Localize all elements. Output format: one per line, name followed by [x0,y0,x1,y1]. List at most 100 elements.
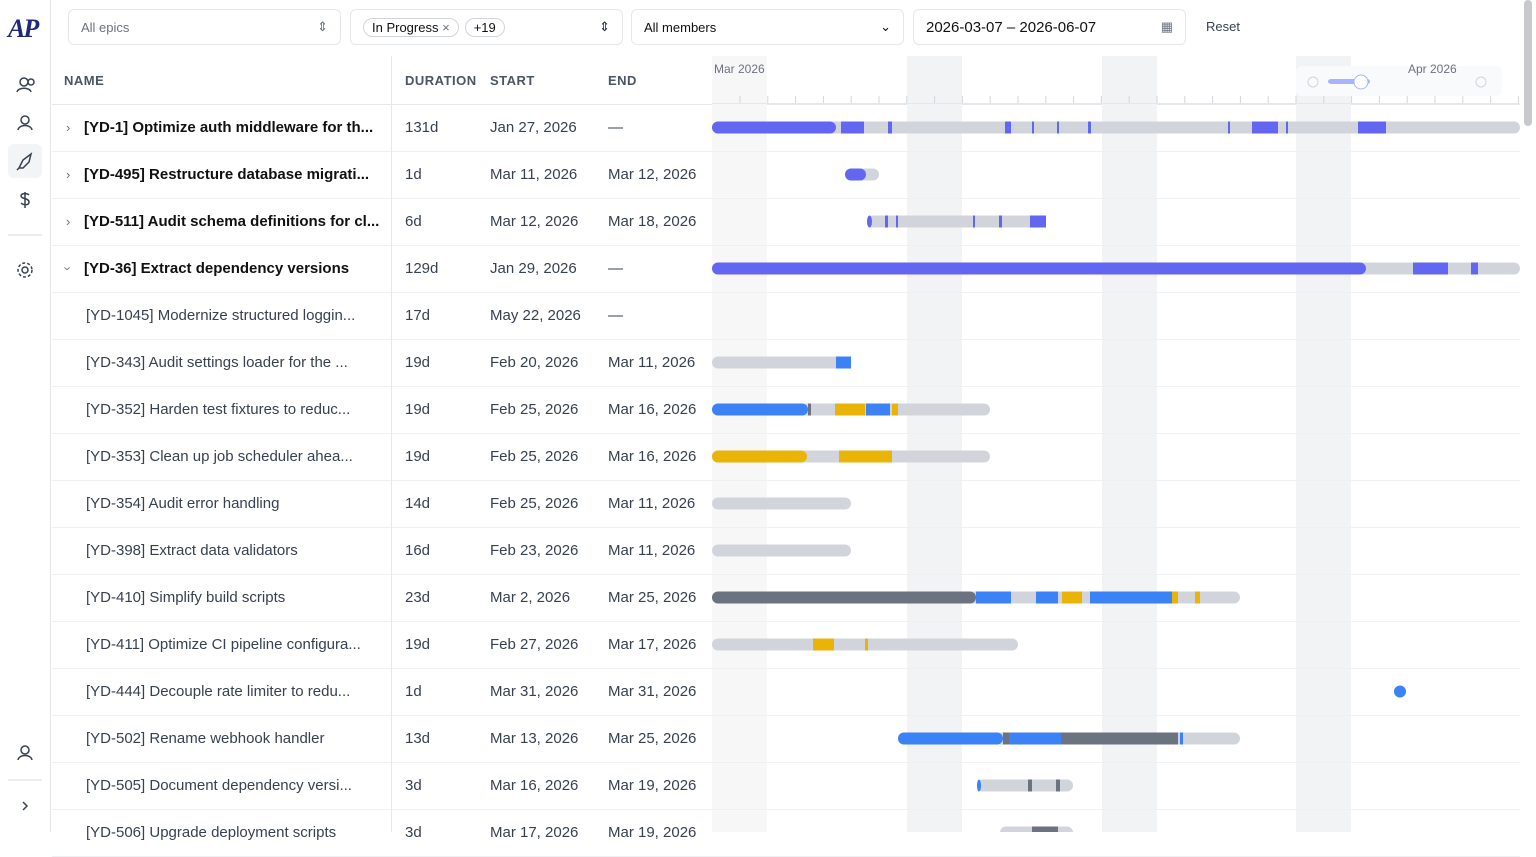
table-row[interactable]: [YD-353] Clean up job scheduler ahea... 1… [52,433,1520,481]
start-date: Mar 16, 2026 [490,777,579,794]
epic-filter-text: All epics [81,19,130,35]
nav-profile[interactable] [17,745,33,761]
start-date: Jan 27, 2026 [490,119,577,136]
gantt-segment [1003,732,1009,745]
epic-filter[interactable]: All epics ⇕ [68,9,341,45]
gantt-segment [888,121,892,134]
duration: 1d [405,166,422,183]
duration: 6d [405,213,422,230]
gantt-segment [865,638,868,651]
zoom-thumb[interactable] [1353,74,1369,90]
gantt-segment [1471,262,1478,275]
end-date: — [608,119,623,136]
month-label: Apr 2026 [1408,62,1457,76]
end-date: Mar 19, 2026 [608,777,697,794]
nav-roadmap[interactable] [16,152,33,171]
gantt-segment [712,262,1366,275]
gantt-segment [1036,591,1058,604]
nav-team[interactable] [16,77,35,93]
gantt-segment [1062,591,1082,604]
nav-billing[interactable] [20,192,30,208]
zoom-in[interactable] [1475,76,1487,88]
gantt-segment [1228,121,1230,134]
logo: AP [8,14,39,43]
table-row[interactable]: [YD-505] Document dependency versi... 3d M… [52,762,1520,810]
table-header: NAME DURATION START END [52,56,1520,105]
status-chip-text: In Progress [372,19,439,35]
gantt-segment [999,215,1002,228]
weekend-shade [1296,56,1351,832]
duration: 19d [405,354,431,371]
gantt-segment [845,168,866,181]
duration: 19d [405,636,431,653]
gantt-segment [898,732,1003,745]
table-row[interactable]: [YD-502] Rename webhook handler 13d Mar 13… [52,715,1520,763]
gantt-segment [1180,732,1183,745]
gantt-segment [892,403,898,416]
nav-user[interactable] [17,115,33,131]
table-row[interactable]: › [YD-1] Optimize auth middleware for th.… [52,104,1520,152]
weekend-shade [907,56,962,832]
nav-settings[interactable] [17,262,33,278]
task-name: [YD-352] Harden test fixtures to reduc..… [86,401,351,418]
table-row[interactable]: [YD-1045] Modernize structured loggin...… [52,292,1520,340]
gantt-segment [1195,591,1200,604]
column-divider [391,56,392,832]
table-row[interactable]: [YD-506] Upgrade deployment scripts 3d Mar… [52,809,1520,857]
table-row[interactable]: › [YD-495] Restructure database migrati..… [52,151,1520,199]
expand-chevron[interactable]: › [66,120,71,135]
status-chip[interactable]: In Progress × [363,17,459,37]
table-row[interactable]: › [YD-511] Audit schema definitions for c… [52,198,1520,246]
sidebar-icons [8,77,42,811]
duration: 19d [405,448,431,465]
gantt-segment [712,121,836,134]
expand-sidebar[interactable] [22,801,29,811]
gantt-segment [1057,121,1059,134]
end-date: Mar 17, 2026 [608,636,697,653]
calendar-icon: ▦ [1160,19,1173,34]
start-date: Mar 17, 2026 [490,824,579,841]
table-row[interactable]: [YD-343] Audit settings loader for the .… [52,339,1520,387]
gantt-segment [1032,826,1058,832]
expand-chevron[interactable]: › [66,167,71,182]
status-filter[interactable]: In Progress × +19 ⇕ [350,9,623,45]
start-date: Mar 12, 2026 [490,213,579,230]
reset-button[interactable]: Reset [1206,19,1240,34]
table-row[interactable]: [YD-352] Harden test fixtures to reduc..… [52,386,1520,434]
gantt-segment [1088,121,1091,134]
task-name: [YD-505] Document dependency versi... [86,777,352,794]
table-row[interactable]: [YD-411] Optimize CI pipeline configura.… [52,621,1520,669]
sidebar: AP [0,0,51,832]
start-date: Mar 13, 2026 [490,730,579,747]
gantt-segment [866,403,890,416]
end-date: — [608,260,623,277]
gantt-segment [1286,121,1288,134]
start-date: Feb 25, 2026 [490,448,579,465]
nav-active-bg [8,144,42,178]
date-range[interactable]: 2026-03-07 – 2026-06-07 ▦ [913,9,1186,45]
gantt: Mar 2026 Apr 2026 [712,56,1520,832]
weekend-shade [712,56,767,832]
table-row[interactable]: [YD-398] Extract data validators 16d Feb 2… [52,527,1520,575]
gantt-segment [835,403,865,416]
start-date: Mar 11, 2026 [490,166,578,183]
end-date: Mar 12, 2026 [608,166,697,183]
task-name: [YD-1] Optimize auth middleware for th..… [84,119,374,136]
table-row[interactable]: [YD-354] Audit error handling 14d Feb 25, … [52,480,1520,528]
start-date: Feb 23, 2026 [490,542,579,559]
table-row[interactable]: [YD-410] Simplify build scripts 23d Mar 2,… [52,574,1520,622]
table-row[interactable]: › [YD-36] Extract dependency versions 129d… [52,245,1520,293]
table-row[interactable]: [YD-444] Decouple rate limiter to redu..… [52,668,1520,716]
duration: 13d [405,730,431,747]
gantt-segment [712,450,807,463]
member-filter-text: All members [644,19,717,35]
member-filter[interactable]: All members ⌄ [631,9,904,45]
gantt-segment [813,638,834,651]
scrollbar[interactable] [1524,0,1532,126]
task-name: [YD-511] Audit schema definitions for cl… [84,213,380,230]
gantt-segment [712,356,851,369]
zoom-out[interactable] [1307,76,1319,88]
gantt-segment [808,403,811,416]
expand-chevron[interactable]: › [66,214,71,229]
